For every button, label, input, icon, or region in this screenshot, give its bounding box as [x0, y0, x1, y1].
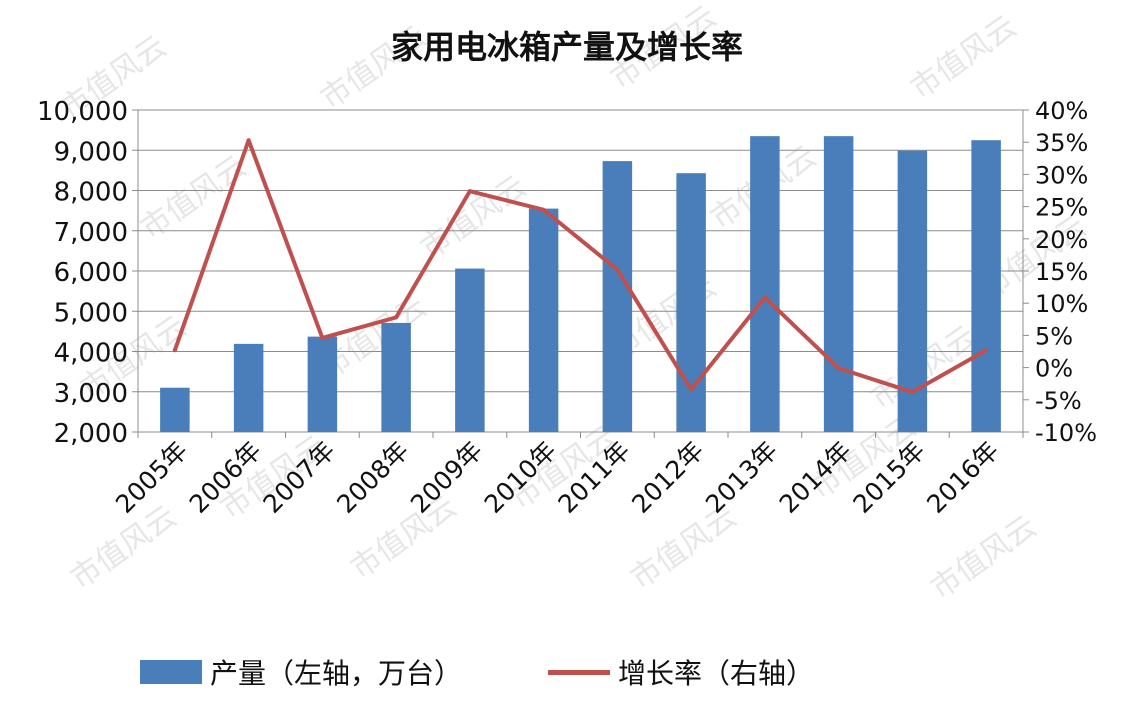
bar-2006年 — [233, 343, 264, 432]
y-left-tick-label: 7,000 — [54, 218, 128, 248]
bar-2013年 — [750, 136, 780, 432]
growth-point-2012年 — [689, 387, 694, 392]
legend-line-swatch — [548, 669, 610, 675]
y-left-tick-label: 8,000 — [54, 178, 128, 208]
bar-2007年 — [307, 336, 338, 432]
watermark-text: 市值风云 — [65, 499, 183, 596]
bar-2014年 — [823, 136, 854, 432]
legend-item-bar: 产量（左轴，万台） — [140, 652, 462, 692]
growth-point-2014年 — [836, 366, 841, 371]
y-left-tick-label: 5,000 — [54, 298, 128, 328]
y-left-tick-label: 2,000 — [54, 419, 128, 449]
growth-point-2008年 — [394, 315, 399, 320]
legend-label-line: 增长率（右轴） — [618, 657, 815, 690]
growth-rate-line — [172, 138, 988, 395]
watermark-text: 市值风云 — [925, 509, 1043, 606]
y-right-tick-label: 35% — [1035, 129, 1088, 157]
x-tick-label: 2013年 — [700, 436, 783, 519]
x-tick-label: 2008年 — [331, 436, 414, 519]
bar-2010年 — [528, 208, 559, 432]
y-right-tick-label: -5% — [1035, 387, 1082, 415]
y-right-tick-label: 25% — [1035, 194, 1088, 222]
y-right-tick-label: 10% — [1035, 290, 1088, 318]
growth-point-2007年 — [320, 335, 325, 340]
x-tick-label: 2016年 — [921, 436, 1004, 519]
bar-2005年 — [160, 387, 190, 432]
legend-label-bar: 产量（左轴，万台） — [210, 657, 463, 690]
bar-2011年 — [602, 161, 633, 432]
growth-point-2013年 — [762, 295, 767, 300]
bar-2008年 — [381, 322, 411, 432]
legend-bar-swatch — [140, 660, 202, 684]
legend: 产量（左轴，万台） 增长率（右轴） — [140, 652, 1040, 692]
bar-2012年 — [676, 173, 706, 432]
x-tick-label: 2012年 — [626, 436, 709, 519]
y-left-tick-label: 4,000 — [54, 339, 128, 369]
bar-2016年 — [971, 140, 1001, 432]
y-right-tick-label: 40% — [1035, 97, 1088, 125]
y-right-tick-label: 20% — [1035, 226, 1088, 254]
growth-point-2015年 — [910, 390, 915, 395]
y-right-tick-label: 15% — [1035, 258, 1088, 286]
watermark-text: 市值风云 — [135, 149, 253, 246]
y-left-tick-label: 9,000 — [54, 137, 128, 167]
y-left-tick-label: 6,000 — [54, 258, 128, 288]
growth-point-2016年 — [984, 348, 989, 353]
growth-point-2011年 — [615, 267, 620, 272]
y-left-tick-label: 3,000 — [54, 379, 128, 409]
growth-point-2006年 — [246, 138, 251, 143]
growth-point-2009年 — [467, 189, 472, 194]
y-right-tick-label: 0% — [1035, 355, 1073, 383]
growth-point-2005年 — [172, 348, 177, 353]
y-left-tick-label: 10,000 — [37, 97, 128, 127]
growth-point-2010年 — [541, 207, 546, 212]
y-right-tick-label: -10% — [1035, 419, 1097, 447]
y-right-tick-label: 5% — [1035, 322, 1073, 350]
y-right-tick-label: 30% — [1035, 161, 1088, 189]
bar-2009年 — [455, 268, 485, 432]
legend-item-line: 增长率（右轴） — [548, 652, 814, 692]
chart-title: 家用电冰箱产量及增长率 — [390, 28, 743, 66]
